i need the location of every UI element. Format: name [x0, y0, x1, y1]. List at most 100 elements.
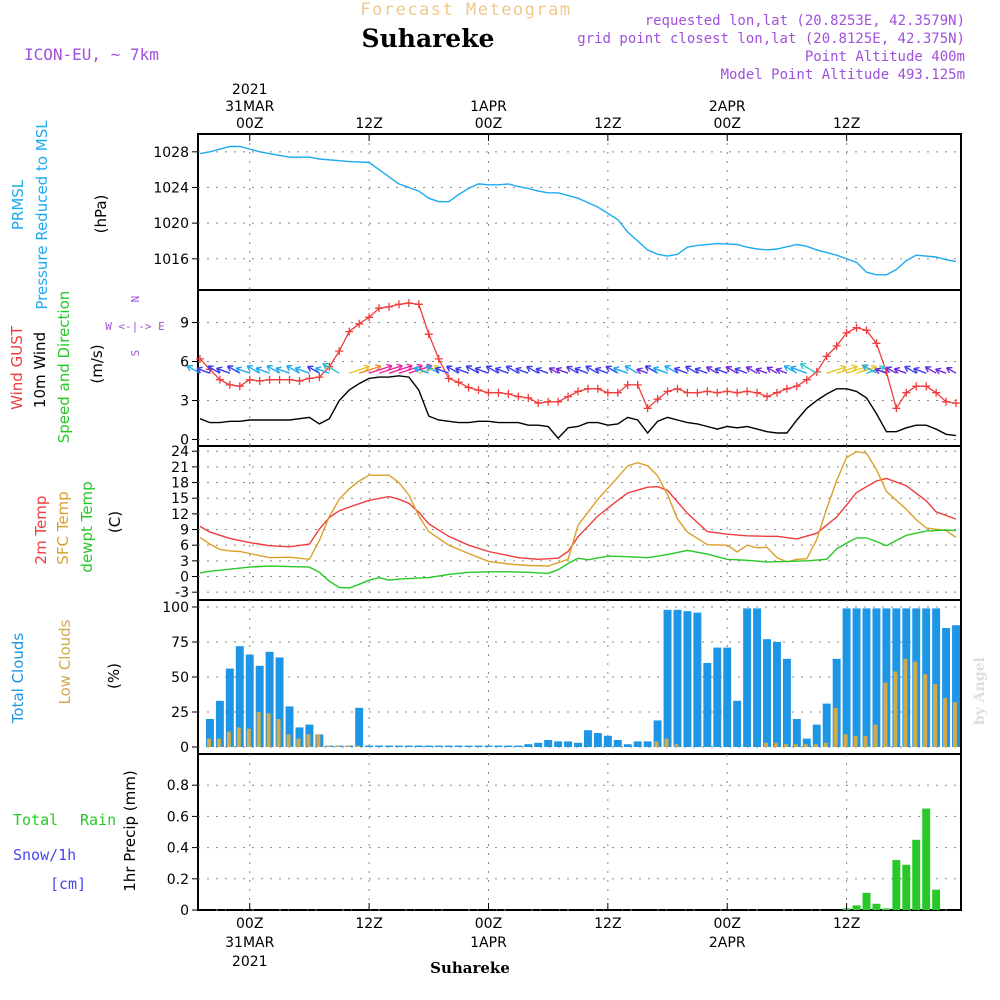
wind-direction-arrow — [465, 365, 479, 374]
gust-marker — [683, 388, 692, 397]
wind-arrow-shaft — [585, 365, 599, 374]
wind-direction-arrow — [314, 366, 330, 374]
total-cloud-bar — [514, 745, 523, 747]
wind-direction-arrow — [745, 366, 758, 374]
low-cloud-bar — [863, 735, 868, 747]
pressure-unit-label: (hPa) — [92, 195, 110, 234]
total-cloud-bar — [524, 744, 533, 747]
bottom-time-label: 2APR — [709, 935, 746, 951]
low-cloud-bar — [833, 707, 838, 747]
low-cloud-bar — [286, 734, 291, 747]
wind-arrow-shaft — [526, 365, 539, 374]
total-cloud-bar — [554, 741, 563, 747]
y-tick-label: 24 — [171, 444, 189, 460]
gust-marker — [952, 399, 961, 408]
gust-marker — [424, 330, 433, 339]
wind-direction-arrow — [207, 365, 221, 374]
low-cloud-bar — [306, 734, 311, 747]
total-cloud-bar — [494, 745, 503, 747]
wind-direction-arrow — [454, 366, 469, 374]
total-cloud-bar — [404, 745, 413, 747]
wind-direction-arrow — [766, 366, 778, 374]
wind-arrow-shaft — [555, 367, 569, 374]
footer-station-name: Suhareke — [430, 959, 510, 977]
point-altitude: Point Altitude 400m — [805, 49, 965, 65]
total-precip-label: Total — [13, 811, 58, 829]
total-cloud-bar — [385, 745, 393, 747]
total-cloud-bar — [534, 742, 543, 747]
total-cloud-bar — [275, 657, 284, 747]
low-cloud-bar — [783, 744, 788, 747]
total-cloud-bar — [285, 706, 294, 747]
wind-arrow-shaft — [945, 366, 957, 374]
wind-arrow-shaft — [465, 365, 479, 374]
y-tick-label: 0 — [180, 903, 189, 919]
wind-direction-arrow — [255, 366, 270, 374]
top-time-label: 00Z — [236, 116, 263, 132]
low-cloud-bar — [823, 742, 828, 747]
total-cloud-bar — [255, 665, 264, 747]
total-cloud-bar — [683, 611, 692, 747]
wind-direction-arrow — [924, 366, 937, 374]
total-cloud-bar — [504, 745, 513, 747]
wind-direction-arrow — [226, 365, 241, 374]
y-tick-label: 9 — [180, 523, 189, 539]
total-cloud-bar — [792, 719, 801, 747]
low-cloud-bar — [674, 744, 679, 747]
total-cloud-bar — [643, 741, 652, 747]
total-cloud-bar — [205, 719, 214, 747]
gust-marker — [404, 299, 413, 307]
y-tick-label: 1020 — [153, 216, 189, 232]
wind-arrow-shaft — [494, 366, 509, 374]
gust-marker — [633, 380, 642, 389]
gust-marker — [524, 393, 533, 402]
gust-marker — [932, 388, 941, 397]
wind-direction-arrow — [945, 366, 957, 374]
wind-direction-arrow — [734, 366, 748, 374]
wind-arrow-shaft — [605, 365, 619, 374]
wind-direction-arrow — [235, 366, 250, 374]
wind-arrow-shaft — [574, 366, 589, 374]
wind-arrow-shaft — [755, 367, 768, 375]
gust-marker — [653, 395, 662, 404]
low-cloud-bar — [654, 741, 659, 747]
wind-direction-arrow — [861, 364, 877, 374]
top-time-label: 1APR — [470, 99, 507, 115]
wind-arrow-shaft — [594, 366, 609, 374]
pressure-msl-label: Pressure Reduced to MSL — [33, 120, 51, 310]
wind-arrow-shaft — [861, 364, 877, 374]
gust-marker — [355, 319, 364, 328]
wind-arrow-shaft — [186, 365, 201, 374]
low-clouds-label: Low Clouds — [56, 619, 74, 704]
rain-bar — [872, 903, 881, 910]
gust-marker — [554, 397, 563, 406]
wind-arrow-shaft — [673, 366, 688, 374]
wind-direction-arrow — [755, 367, 768, 375]
top-time-label: 12Z — [355, 116, 382, 132]
gust-marker — [782, 384, 791, 393]
total-cloud-bar — [713, 647, 722, 747]
low-cloud-bar — [206, 738, 211, 747]
y-tick-label: 12 — [171, 507, 189, 523]
wind-direction-arrow — [935, 367, 947, 375]
wind-arrow-shaft — [445, 365, 459, 374]
low-cloud-bar — [256, 712, 261, 747]
gust-marker — [743, 387, 752, 396]
total-cloud-bar — [265, 651, 274, 747]
total-cloud-bar — [653, 720, 662, 747]
total-cloud-bar — [733, 700, 742, 747]
wind-arrow-shaft — [644, 365, 658, 374]
low-cloud-bar — [913, 661, 918, 747]
total-cloud-bar — [235, 646, 244, 747]
gust-marker — [733, 388, 742, 397]
wind-direction-arrow — [526, 365, 539, 374]
total-cloud-bar — [753, 608, 762, 747]
y-tick-label: 0.2 — [167, 872, 189, 888]
top-time-label: 31MAR — [225, 99, 274, 115]
low-cloud-bar — [246, 728, 251, 747]
wind-direction-arrow — [826, 364, 847, 374]
y-tick-label: 21 — [171, 460, 189, 476]
wind-arrow-shaft — [725, 366, 738, 374]
plot-layer: 10161020102410280369-3036912151821240255… — [153, 82, 962, 970]
gust-marker — [802, 375, 811, 384]
